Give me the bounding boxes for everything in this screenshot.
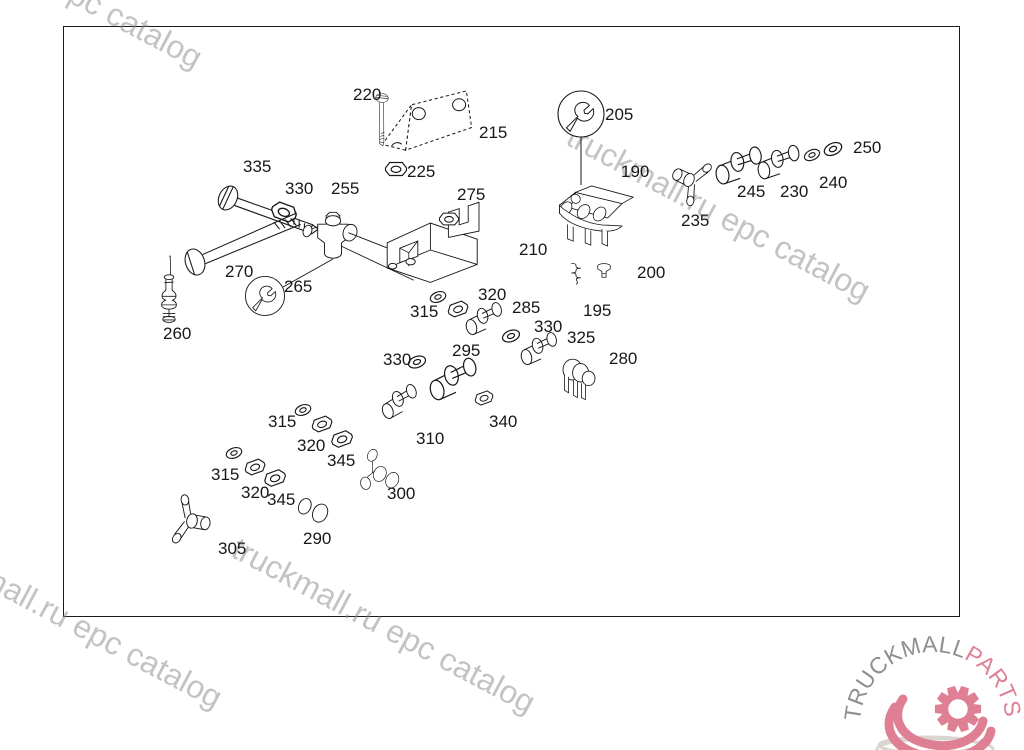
svg-text:TRUCKMALLPARTS: TRUCKMALLPARTS — [839, 631, 1024, 722]
